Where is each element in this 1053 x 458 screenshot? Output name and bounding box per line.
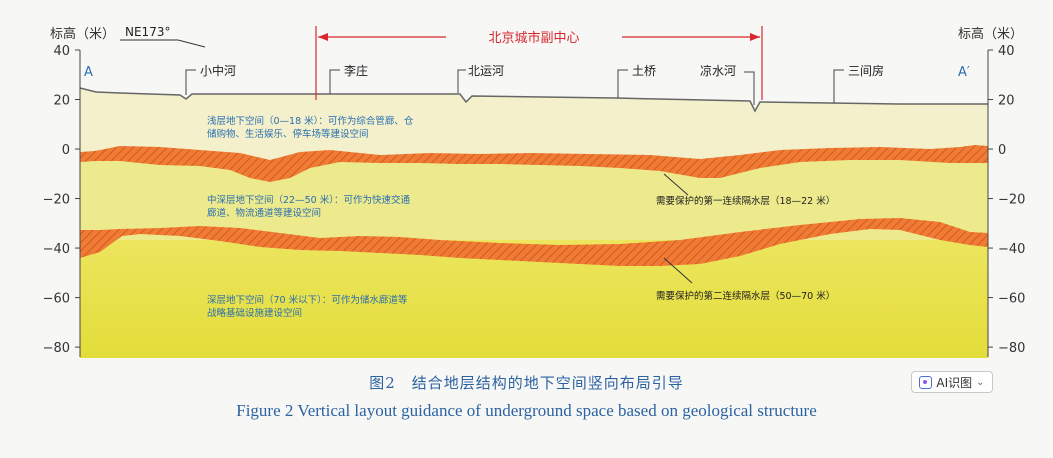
left-axis-title: 标高（米） (50, 26, 115, 42)
aquiclude-callouts: 需要保护的第一连续隔水层（18—22 米） 需要保护的第二连续隔水层（50—70… (656, 173, 835, 302)
ai-recognize-icon (919, 375, 933, 389)
deep-zone-text-1: 深层地下空间（70 米以下）：可作为储水廊道等 (207, 294, 408, 306)
place-liangshuihe: 凉水河 (700, 63, 736, 78)
place-labels: 小中河 李庄 北运河 土桥 凉水河 三间房 (185, 63, 884, 105)
place-tuqiao: 土桥 (632, 64, 656, 78)
left-tick-label: −40 (43, 242, 70, 257)
mid-zone-text-1: 中深层地下空间（22—50 米）：可作为快速交通 (207, 194, 410, 206)
deep-zone (80, 240, 988, 358)
shallow-zone-text-2: 储购物、生活娱乐、停车场等建设空间 (207, 128, 369, 140)
right-tick-label: 40 (998, 44, 1015, 59)
ground-surface-line (79, 87, 988, 113)
place-beiyunhe: 北运河 (468, 64, 504, 78)
place-lizhuang: 李庄 (344, 63, 368, 78)
place-xiaozhonghe: 小中河 (200, 63, 236, 78)
sub-center-label: 北京城市副中心 (488, 30, 579, 46)
mid-zone-text-2: 廊道、物流通道等建设空间 (207, 207, 321, 219)
right-tick-label: −40 (998, 242, 1025, 257)
geological-cross-section: 40 20 0 −20 −40 −60 −80 40 20 0 −20 −40 −60 −80 标高（米… (43, 25, 1025, 358)
left-tick-label: −60 (43, 292, 70, 307)
place-sanjianfang: 三间房 (848, 63, 884, 78)
zone-descriptions: 浅层地下空间（0—18 米）：可作为综合管廊、仓 储购物、生活娱乐、停车场等建设… (207, 115, 414, 319)
mid-zone (80, 160, 988, 245)
left-tick-label: 40 (53, 44, 70, 59)
ai-recognize-button[interactable]: AI识图 ⌄ (911, 371, 993, 393)
figure-caption-chinese: 图2 结合地层结构的地下空间竖向布局引导 (369, 374, 684, 392)
left-tick-label: −80 (43, 341, 70, 356)
left-tick-label: 0 (62, 143, 70, 158)
deep-zone-text-2: 战略基础设施建设空间 (207, 307, 302, 319)
aquiclude-2-label: 需要保护的第二连续隔水层（50—70 米） (656, 290, 835, 302)
left-tick-label: −20 (43, 193, 70, 208)
direction-label: NE173° (125, 25, 170, 39)
aquiclude-layer-2 (80, 218, 988, 266)
right-tick-label: 0 (998, 143, 1006, 158)
aquiclude-1-label: 需要保护的第一连续隔水层（18—22 米） (656, 195, 835, 207)
left-tick-label: 20 (53, 94, 70, 109)
direction-marker: NE173° (120, 25, 206, 48)
shallow-zone (80, 88, 988, 165)
right-tick-label: −80 (998, 341, 1025, 356)
right-tick-label: −20 (998, 193, 1025, 208)
figure-caption-english: Figure 2 Vertical layout guidance of und… (236, 401, 817, 420)
shallow-zone-text-1: 浅层地下空间（0—18 米）：可作为综合管廊、仓 (207, 115, 414, 127)
aquiclude-layer-1 (80, 145, 988, 182)
sub-center-range: 北京城市副中心 (315, 26, 763, 100)
right-tick-label: −60 (998, 292, 1025, 307)
right-axis: 40 20 0 −20 −40 −60 −80 (987, 44, 1025, 357)
right-tick-label: 20 (998, 94, 1015, 109)
left-axis: 40 20 0 −20 −40 −60 −80 (43, 44, 81, 357)
ai-recognize-label: AI识图 (936, 375, 973, 390)
section-end-right: A′ (958, 65, 970, 80)
chevron-down-icon: ⌄ (976, 376, 985, 388)
strata (80, 88, 988, 358)
right-axis-title: 标高（米） (958, 26, 1023, 42)
section-end-left: A (84, 65, 93, 80)
